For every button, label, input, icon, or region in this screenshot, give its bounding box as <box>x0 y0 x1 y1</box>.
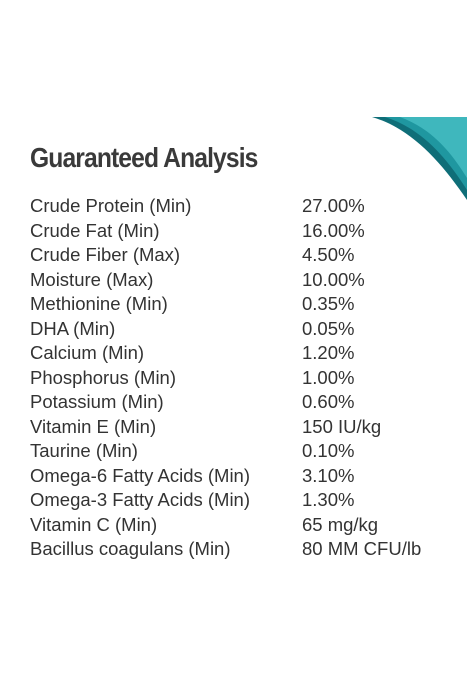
table-row: Vitamin C (Min) 65 mg/kg <box>30 513 460 538</box>
table-row: Calcium (Min) 1.20% <box>30 341 460 366</box>
title: Guaranteed Analysis <box>30 142 258 173</box>
table-row: Omega-3 Fatty Acids (Min) 1.30% <box>30 488 460 513</box>
table-row: Vitamin E (Min) 150 IU/kg <box>30 415 460 440</box>
nutrient-value: 0.05% <box>302 317 355 339</box>
teal-shape-light <box>400 117 467 178</box>
table-row: Crude Fat (Min) 16.00% <box>30 219 460 244</box>
table-row: Potassium (Min) 0.60% <box>30 390 460 415</box>
nutrient-value: 16.00% <box>302 219 365 241</box>
nutrient-name: Omega-3 Fatty Acids (Min) <box>30 489 251 510</box>
table-row: Taurine (Min) 0.10% <box>30 439 460 464</box>
nutrient-value: 0.10% <box>302 440 355 461</box>
nutrient-value: 0.60% <box>302 391 355 412</box>
nutrient-value: 80 MM CFU/lb <box>302 538 422 559</box>
nutrient-value: 0.35% <box>302 293 355 314</box>
nutrient-name: Phosphorus (Min) <box>30 366 177 388</box>
nutrient-value: 3.10% <box>302 464 355 486</box>
nutrient-name: Crude Fat (Min) <box>30 219 160 241</box>
nutrient-name: Moisture (Max) <box>30 268 154 290</box>
nutrient-name: DHA (Min) <box>30 317 116 339</box>
nutrient-name: Methionine (Min) <box>30 293 168 314</box>
nutrient-name: Omega-6 Fatty Acids (Min) <box>30 464 251 486</box>
nutrient-value: 1.00% <box>302 366 355 388</box>
nutrient-name: Bacillus coagulans (Min) <box>30 538 231 559</box>
nutrient-value: 10.00% <box>302 268 365 290</box>
table-row: Crude Fiber (Max) 4.50% <box>30 243 460 268</box>
nutrient-value: 4.50% <box>302 244 355 265</box>
table-row: Omega-6 Fatty Acids (Min) 3.10% <box>30 464 460 489</box>
table-row: DHA (Min) 0.05% <box>30 317 460 342</box>
table-row: Moisture (Max) 10.00% <box>30 268 460 293</box>
nutrient-value: 1.30% <box>302 489 355 510</box>
table-row: Bacillus coagulans (Min) 80 MM CFU/lb <box>30 537 460 562</box>
nutrient-value: 1.20% <box>302 342 355 363</box>
nutrient-name: Vitamin E (Min) <box>30 415 157 437</box>
nutrient-value: 150 IU/kg <box>302 415 382 437</box>
nutrient-name: Crude Fiber (Max) <box>30 244 181 265</box>
nutrient-value: 27.00% <box>302 195 365 216</box>
nutrient-name: Crude Protein (Min) <box>30 195 192 216</box>
nutrient-name: Taurine (Min) <box>30 440 138 461</box>
table-row: Methionine (Min) 0.35% <box>30 292 460 317</box>
nutrient-name: Potassium (Min) <box>30 391 164 412</box>
nutrient-value: 65 mg/kg <box>302 513 379 535</box>
nutrient-name: Vitamin C (Min) <box>30 513 158 535</box>
analysis-table: Crude Protein (Min) 27.00% Crude Fat (Min)… <box>30 194 460 562</box>
nutrient-name: Calcium (Min) <box>30 342 145 363</box>
table-row: Crude Protein (Min) 27.00% <box>30 194 460 219</box>
table-row: Phosphorus (Min) 1.00% <box>30 366 460 391</box>
